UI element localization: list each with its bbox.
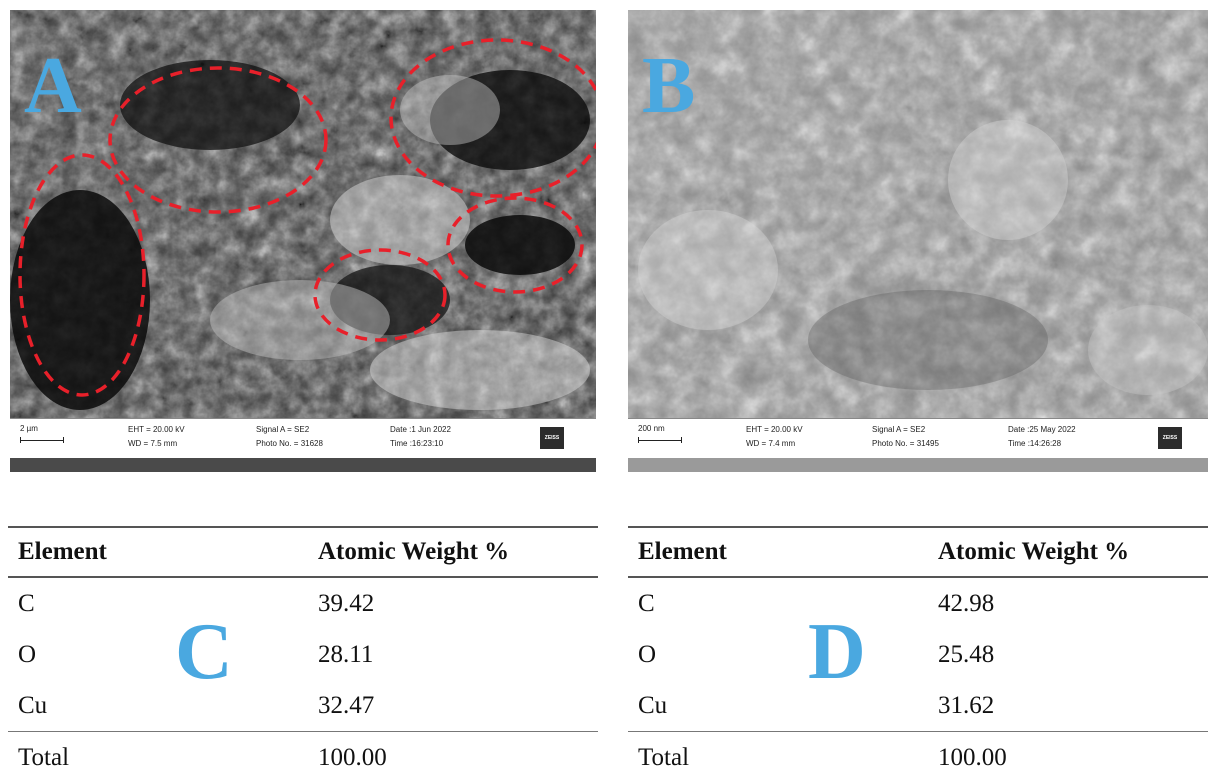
cell-element: O [628, 629, 928, 680]
cell-element: Total [8, 732, 308, 783]
sem-texture-a [10, 10, 596, 418]
cell-element: C [628, 577, 928, 629]
cell-weight: 42.98 [928, 577, 1208, 629]
eht-readout: EHT = 20.00 kV [746, 424, 803, 435]
table-row: O 28.11 [8, 629, 598, 680]
time-readout: Time :14:26:28 [1008, 438, 1061, 449]
table-label-d: D [808, 612, 866, 692]
table-label-c: C [175, 612, 233, 692]
zeiss-logo: ZEISS [1158, 427, 1182, 449]
table-row: Cu 31.62 [628, 680, 1208, 732]
table-row: O 25.48 [628, 629, 1208, 680]
sem-databar-b: 200 nm EHT = 20.00 kV WD = 7.4 mm Signal… [628, 418, 1208, 459]
cell-weight: 100.00 [308, 732, 598, 783]
date-readout: Date :25 May 2022 [1008, 424, 1076, 435]
table-header-row: Element Atomic Weight % [628, 527, 1208, 577]
cell-weight: 25.48 [928, 629, 1208, 680]
eds-table: Element Atomic Weight % C 39.42 O 28.11 … [8, 526, 598, 783]
table-row-total: Total 100.00 [628, 732, 1208, 783]
eds-table: Element Atomic Weight % C 42.98 O 25.48 … [628, 526, 1208, 783]
scale-bar [20, 437, 64, 443]
signal-readout: Signal A = SE2 [872, 424, 925, 435]
photo-number: Photo No. = 31495 [872, 438, 939, 449]
sem-bottom-edge [628, 458, 1208, 472]
time-readout: Time :16:23:10 [390, 438, 443, 449]
scale-label: 200 nm [638, 423, 665, 434]
wd-readout: WD = 7.5 mm [128, 438, 177, 449]
panel-a: A 2 µm EHT = 20.00 kV WD = 7.5 mm Signal… [10, 10, 596, 476]
zeiss-logo: ZEISS [540, 427, 564, 449]
sem-databar-a: 2 µm EHT = 20.00 kV WD = 7.5 mm Signal A… [10, 418, 596, 459]
sem-bottom-edge [10, 458, 596, 472]
signal-readout: Signal A = SE2 [256, 424, 309, 435]
eds-table-d: Element Atomic Weight % C 42.98 O 25.48 … [628, 526, 1208, 783]
table-row: Cu 32.47 [8, 680, 598, 732]
photo-number: Photo No. = 31628 [256, 438, 323, 449]
header-atomic-weight: Atomic Weight % [308, 527, 598, 577]
cell-element: C [8, 577, 308, 629]
cell-weight: 32.47 [308, 680, 598, 732]
table-row: C 42.98 [628, 577, 1208, 629]
table-row-total: Total 100.00 [8, 732, 598, 783]
cell-weight: 100.00 [928, 732, 1208, 783]
header-atomic-weight: Atomic Weight % [928, 527, 1208, 577]
eht-readout: EHT = 20.00 kV [128, 424, 185, 435]
cell-element: Total [628, 732, 928, 783]
table-row: C 39.42 [8, 577, 598, 629]
header-element: Element [628, 527, 928, 577]
eds-table-c: Element Atomic Weight % C 39.42 O 28.11 … [8, 526, 598, 783]
header-element: Element [8, 527, 308, 577]
cell-element: O [8, 629, 308, 680]
sem-image-b: B [628, 10, 1208, 418]
cell-weight: 39.42 [308, 577, 598, 629]
scale-bar [638, 437, 682, 443]
panel-label-b: B [642, 46, 695, 126]
cell-element: Cu [628, 680, 928, 732]
date-readout: Date :1 Jun 2022 [390, 424, 451, 435]
table-header-row: Element Atomic Weight % [8, 527, 598, 577]
cell-element: Cu [8, 680, 308, 732]
scale-label: 2 µm [20, 423, 38, 434]
wd-readout: WD = 7.4 mm [746, 438, 795, 449]
sem-texture-b [628, 10, 1208, 418]
cell-weight: 31.62 [928, 680, 1208, 732]
panel-b: B 200 nm EHT = 20.00 kV WD = 7.4 mm Sign… [628, 10, 1208, 476]
sem-image-a: A [10, 10, 596, 418]
panel-label-a: A [24, 46, 82, 126]
cell-weight: 28.11 [308, 629, 598, 680]
